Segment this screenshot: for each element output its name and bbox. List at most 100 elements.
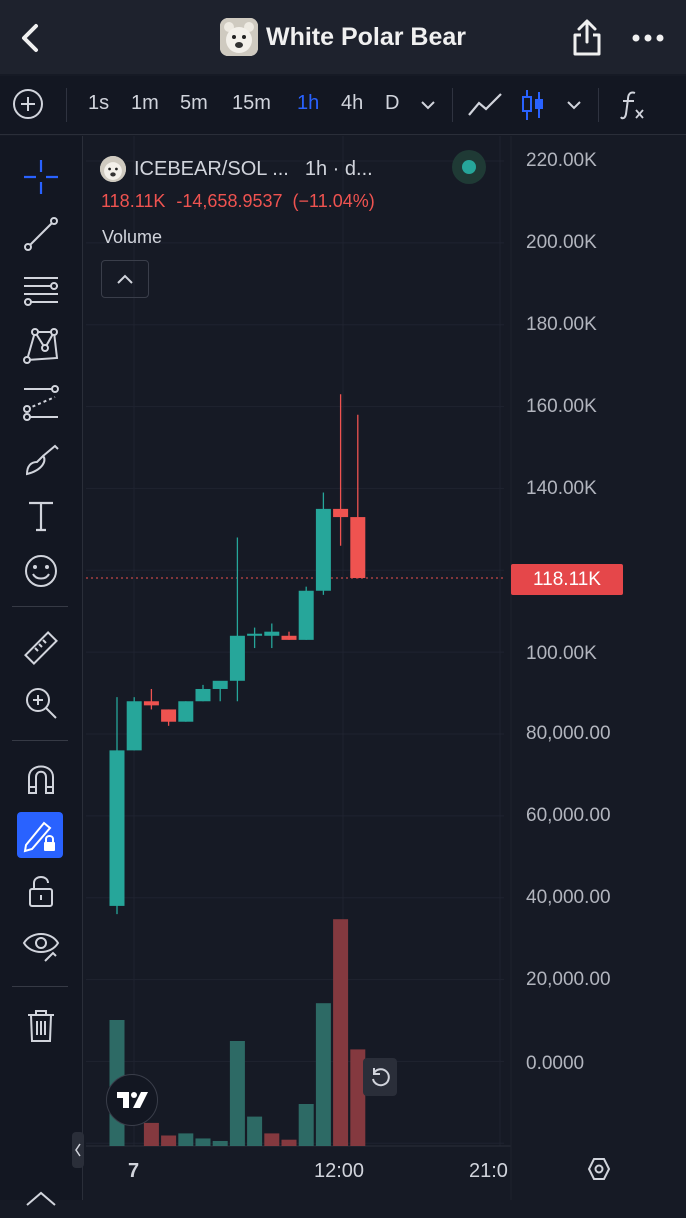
chart-settings-button[interactable] (586, 1156, 612, 1182)
interval-1s[interactable]: 1s (88, 92, 110, 114)
candle-body (161, 709, 177, 722)
more-horizontal-icon (632, 34, 664, 42)
chevron-left-icon (75, 1143, 81, 1157)
rail-divider (12, 606, 68, 607)
drawing-tools-rail (0, 136, 83, 1206)
price-axis-label: 180.00K (526, 314, 597, 335)
candle-body (109, 750, 125, 906)
legend-symbol-row[interactable]: ICEBEAR/SOL ... 1h · d... (100, 156, 373, 182)
share-icon (573, 19, 601, 56)
collapse-legend-button[interactable] (101, 260, 149, 298)
brush-tool[interactable] (20, 439, 62, 481)
interval-1m[interactable]: 1m (131, 92, 159, 114)
candle-body (315, 508, 331, 591)
eye-icon (22, 933, 60, 962)
candle-body (178, 701, 194, 722)
price-axis-label: 140.00K (526, 478, 597, 499)
app-header: White Polar Bear (0, 0, 686, 74)
candle-body (229, 635, 245, 681)
volume-bar (315, 1003, 331, 1146)
price-axis-label: 220.00K (526, 150, 597, 171)
interval-5m[interactable]: 5m (180, 92, 208, 114)
fib-retracement-tool[interactable] (20, 269, 62, 311)
price-axis-label: 160.00K (526, 396, 597, 417)
plus-circle-icon (13, 89, 43, 119)
more-tools-tool[interactable] (20, 1176, 62, 1218)
remove-drawings-tool[interactable] (20, 1004, 62, 1046)
ruler-icon (24, 631, 58, 665)
pencil-lock-icon (23, 821, 55, 853)
add-symbol-button[interactable] (11, 87, 45, 121)
time-axis-label: 12:00 (314, 1160, 365, 1182)
toolbar-divider (66, 88, 67, 122)
chevron-left-icon (22, 24, 38, 52)
volume-bar (281, 1139, 297, 1146)
collapse-rail-handle[interactable] (72, 1132, 84, 1168)
legend-volume-label[interactable]: Volume (102, 227, 163, 247)
measure-tool[interactable] (20, 627, 62, 669)
interval-d[interactable]: D (385, 92, 400, 114)
emoji-tool[interactable] (20, 550, 62, 592)
indicators-button[interactable] (618, 88, 648, 122)
stay-in-drawing-mode-tool[interactable] (17, 812, 63, 858)
price-axis-label: 60,000.00 (526, 805, 611, 826)
reset-chart-button[interactable] (363, 1058, 397, 1096)
polar-bear-avatar (219, 18, 258, 56)
volume-bar (143, 1122, 159, 1146)
function-fx-icon (620, 91, 644, 120)
rail-divider (12, 740, 68, 741)
candle-body (298, 590, 314, 640)
pattern-tool[interactable] (20, 325, 62, 367)
time-axis-label: 21:0 (469, 1160, 508, 1182)
share-button[interactable] (568, 18, 606, 58)
settings-hexagon-icon (587, 1158, 611, 1180)
prediction-tool[interactable] (20, 382, 62, 424)
candle-body (350, 517, 366, 579)
candle-body (264, 631, 280, 636)
chevron-down-icon (421, 101, 435, 110)
crosshair-tool[interactable] (20, 156, 62, 198)
lock-drawings-tool[interactable] (20, 870, 62, 912)
text-tool[interactable] (20, 495, 62, 537)
zoom-tool[interactable] (20, 682, 62, 724)
more-button[interactable] (628, 26, 668, 50)
chart-pane[interactable]: ICEBEAR/SOL ... 1h · d... 118.11K -14,65… (86, 136, 686, 1200)
line-chart-button[interactable] (466, 90, 504, 120)
trash-icon (28, 1010, 54, 1042)
interval-1h[interactable]: 1h (297, 92, 320, 114)
zoom-in-icon (26, 688, 57, 719)
volume-bar (247, 1116, 263, 1146)
price-axis-label: 40,000.00 (526, 887, 611, 908)
hide-drawings-tool[interactable] (20, 924, 62, 966)
legend-values: 118.11K -14,658.9537 (−11.04%) (101, 191, 375, 212)
time-axis-label: 7 (128, 1160, 140, 1182)
price-axis-label: 80,000.00 (526, 723, 611, 744)
legend-symbol: ICEBEAR/SOL ... (134, 157, 289, 180)
candle-body (143, 701, 159, 706)
candlestick-chart-button[interactable] (520, 88, 546, 122)
volume-bar (161, 1135, 177, 1146)
back-button[interactable] (14, 18, 50, 58)
candlestick-chart[interactable] (86, 136, 686, 1200)
page-title: White Polar Bear (265, 22, 467, 51)
magnet-tool[interactable] (20, 758, 62, 800)
interval-dropdown[interactable] (418, 95, 438, 115)
legend-last-price: 118.11K (101, 191, 166, 211)
forecast-icon (23, 385, 59, 421)
last-price-badge: 118.11K (511, 564, 623, 595)
chevron-up-icon (26, 1191, 56, 1206)
tradingview-logo[interactable] (106, 1074, 158, 1126)
chart-type-dropdown[interactable] (564, 95, 584, 115)
candle-body (281, 635, 297, 640)
market-status-indicator[interactable] (452, 150, 486, 184)
interval-15m[interactable]: 15m (232, 92, 271, 114)
unlock-icon (29, 876, 53, 907)
chart-toolbar: 1s 1m 5m 15m 1h 4h D (0, 76, 686, 135)
rail-divider (12, 986, 68, 987)
price-axis-label: 200.00K (526, 232, 597, 253)
interval-4h[interactable]: 4h (341, 92, 364, 114)
legend-change: -14,658.9537 (176, 191, 283, 211)
trend-line-tool[interactable] (20, 213, 62, 255)
smiley-icon (25, 555, 57, 587)
candle-body (212, 680, 228, 689)
